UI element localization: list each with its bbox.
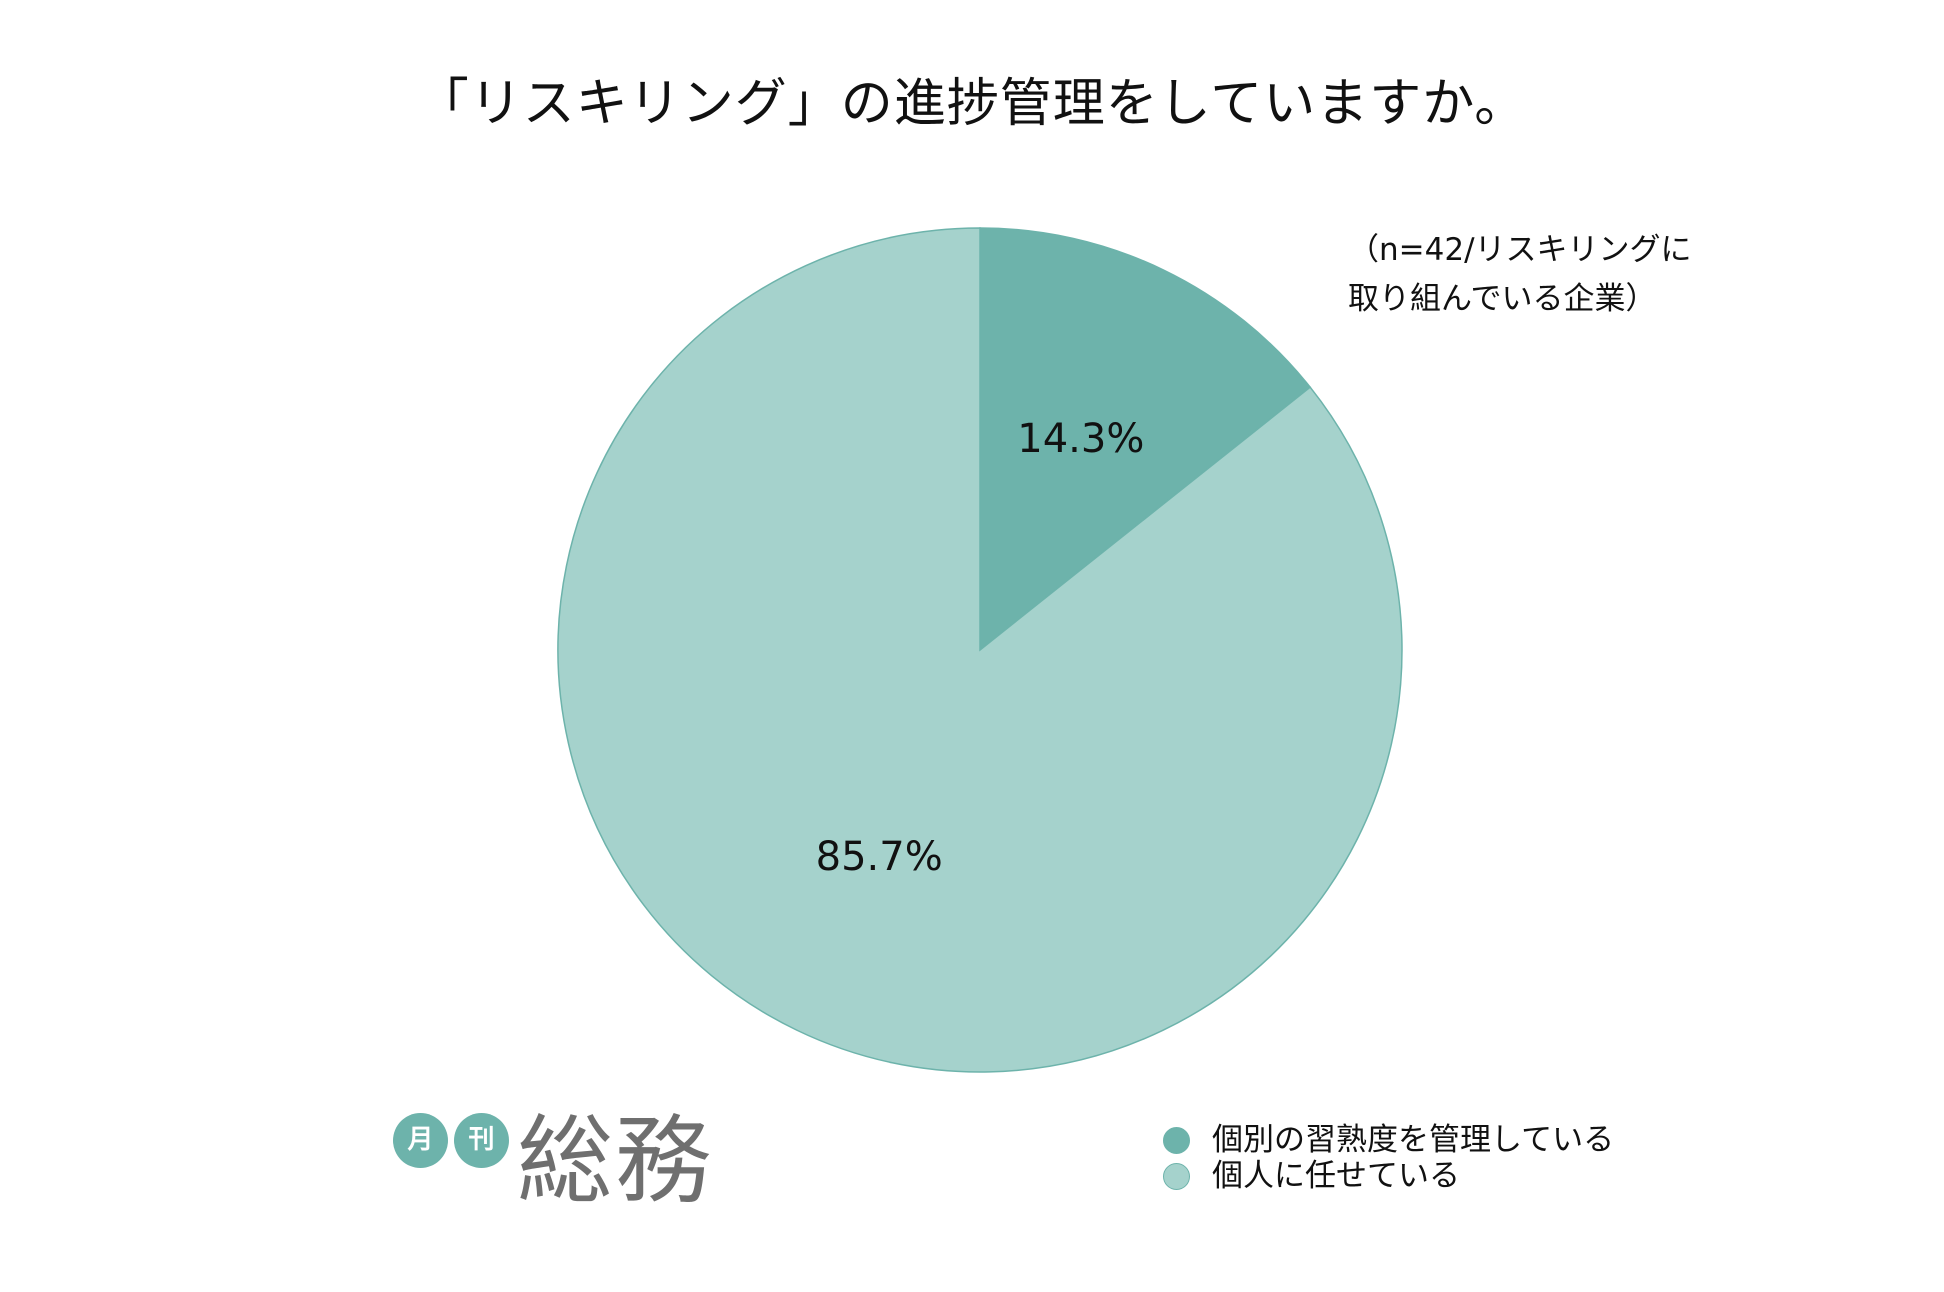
legend-item-individual: 個人に任せている — [1163, 1158, 1614, 1194]
pie-slice-label-1: 85.7% — [816, 834, 943, 880]
logo-badge-issue: 刊 — [454, 1113, 509, 1168]
legend-swatch-managed — [1163, 1126, 1190, 1154]
sample-size-note-line-1: （n=42/リスキリングに — [1348, 232, 1692, 268]
legend-label-managed: 個別の習熟度を管理している — [1212, 1122, 1615, 1158]
pie-slice-1 — [557, 227, 1403, 1073]
pie-slice-0 — [979, 227, 1312, 652]
logo-badge-month: 月 — [393, 1113, 448, 1168]
logo-wordmark: 総務 — [517, 1105, 713, 1217]
legend-swatch-individual — [1163, 1162, 1190, 1190]
legend-item-managed: 個別の習熟度を管理している — [1163, 1122, 1614, 1158]
gekkan-somu-logo: 月 刊 総務 — [393, 1106, 711, 1220]
sample-size-note: （n=42/リスキリングに 取り組んでいる企業） — [1348, 226, 1692, 324]
legend: 個別の習熟度を管理している 個人に任せている — [1163, 1122, 1614, 1194]
legend-label-individual: 個人に任せている — [1212, 1158, 1460, 1194]
pie-slice-label-0: 14.3% — [1017, 416, 1144, 462]
sample-size-note-line-2: 取り組んでいる企業） — [1348, 281, 1657, 317]
chart-title: 「リスキリング」の進捗管理をしていますか。 — [416, 74, 1528, 134]
